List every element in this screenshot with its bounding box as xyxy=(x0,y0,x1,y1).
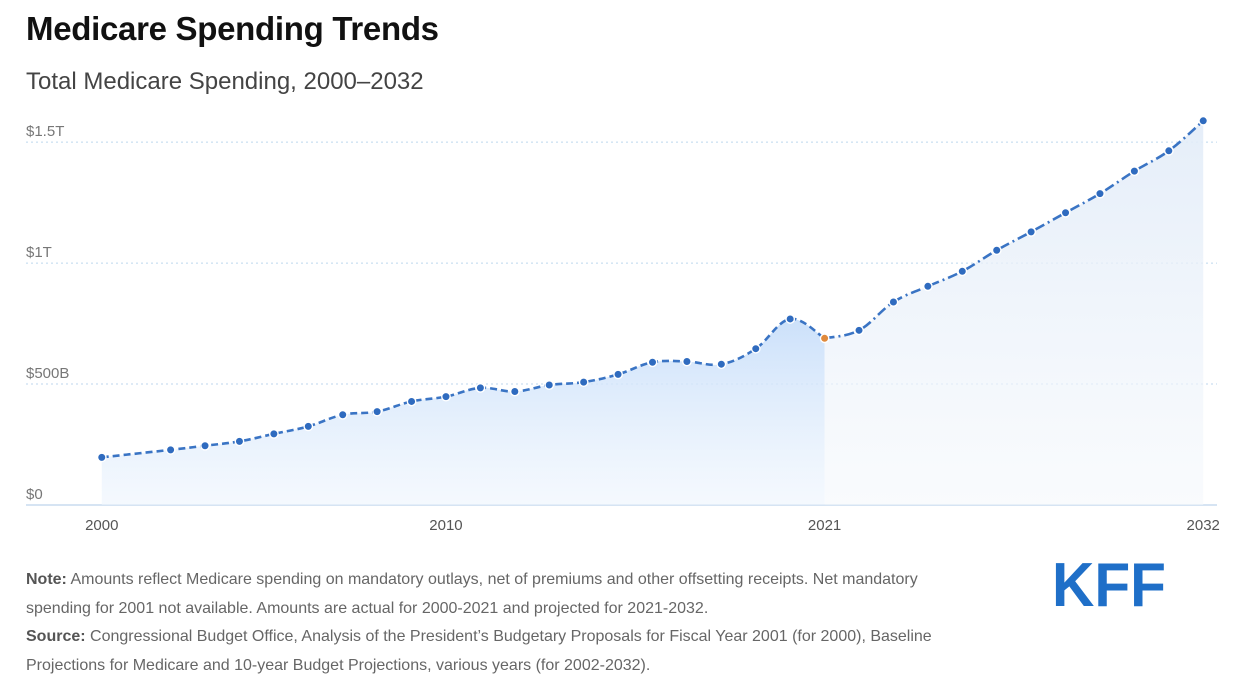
x-axis-ticks: 2000 2010 2021 2032 xyxy=(85,517,1220,534)
area-fill xyxy=(101,120,1204,505)
data-point xyxy=(957,266,968,277)
data-point xyxy=(613,369,623,380)
source-label: Source: xyxy=(26,628,86,645)
x-tick-label: 2032 xyxy=(1187,517,1220,534)
chart-subtitle: Total Medicare Spending, 2000–2032 xyxy=(26,68,424,95)
data-point xyxy=(785,314,796,324)
data-point xyxy=(303,421,314,432)
source-text: Congressional Budget Office, Analysis of… xyxy=(26,628,932,674)
data-point xyxy=(991,245,1002,256)
data-point xyxy=(544,380,555,390)
note-label: Note: xyxy=(26,571,67,588)
source-line: Source: Congressional Budget Office, Ana… xyxy=(26,623,986,680)
data-point xyxy=(888,297,899,307)
data-point xyxy=(1095,188,1105,199)
data-point xyxy=(268,428,279,439)
x-tick-label: 2000 xyxy=(85,517,118,534)
data-point xyxy=(854,325,864,336)
data-point xyxy=(922,281,933,292)
y-tick-label: $0 xyxy=(26,486,43,503)
data-point xyxy=(509,386,520,397)
data-point xyxy=(682,356,692,367)
data-point xyxy=(406,396,417,407)
y-axis-ticks: $0 $500B $1T $1.5T xyxy=(26,123,69,503)
data-point xyxy=(750,343,761,354)
data-point xyxy=(234,436,245,447)
data-point xyxy=(1129,166,1140,177)
data-point xyxy=(337,409,348,420)
projected-line xyxy=(824,119,1205,340)
y-tick-label: $1.5T xyxy=(26,123,64,140)
data-point xyxy=(200,440,210,451)
data-point xyxy=(1026,226,1037,237)
data-point xyxy=(647,357,658,368)
x-tick-label: 2010 xyxy=(429,517,462,534)
chart-title: Medicare Spending Trends xyxy=(26,10,439,47)
note-text: Amounts reflect Medicare spending on man… xyxy=(26,571,918,617)
note-line: Note: Amounts reflect Medicare spending … xyxy=(26,566,986,623)
data-point xyxy=(165,444,176,455)
data-points xyxy=(96,115,1209,463)
line-area-chart: $0 $500B $1T $1.5T 2000 2010 2021 2032 xyxy=(26,115,1220,534)
data-point xyxy=(475,383,486,393)
data-point xyxy=(1060,207,1071,218)
x-tick-label: 2021 xyxy=(808,517,841,534)
data-point xyxy=(372,406,383,417)
kff-logo: KFF xyxy=(1052,556,1166,612)
data-point xyxy=(441,391,451,402)
projected-area xyxy=(824,120,1204,505)
data-point xyxy=(96,452,107,463)
chart-notes: Note: Amounts reflect Medicare spending … xyxy=(26,566,986,680)
data-point xyxy=(578,377,589,387)
highlight-point xyxy=(819,333,830,344)
kff-logo-text: KFF xyxy=(1052,556,1166,612)
actual-area xyxy=(101,318,825,505)
y-tick-label: $1T xyxy=(26,244,52,261)
data-point xyxy=(1163,145,1174,156)
data-point xyxy=(716,359,727,370)
data-point xyxy=(1198,115,1209,126)
y-tick-label: $500B xyxy=(26,365,69,382)
